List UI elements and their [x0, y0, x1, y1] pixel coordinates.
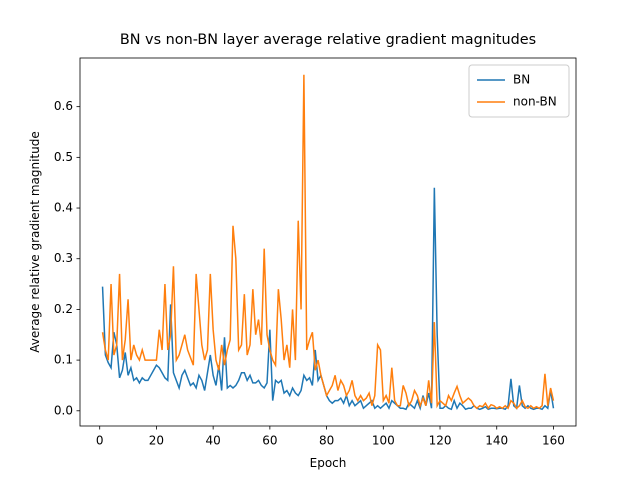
y-tick-label: 0.1 — [54, 353, 73, 367]
x-tick-label: 120 — [429, 434, 452, 448]
plot-frame — [79, 57, 577, 427]
y-axis-label: Average relative gradient magnitude — [28, 131, 42, 352]
legend-label: non-BN — [513, 95, 557, 109]
y-tick-label: 0.4 — [54, 201, 73, 215]
x-tick-label: 100 — [372, 434, 395, 448]
legend-box — [468, 64, 570, 118]
legend-label: BN — [513, 73, 530, 87]
y-tick-label: 0.6 — [54, 99, 73, 113]
x-tick-label: 40 — [206, 434, 221, 448]
x-tick-label: 80 — [319, 434, 334, 448]
y-tick-label: 0.5 — [54, 150, 73, 164]
series-line — [101, 74, 555, 410]
x-axis-label: Epoch — [310, 456, 347, 470]
x-tick-label: 0 — [96, 434, 104, 448]
y-tick-label: 0.2 — [54, 302, 73, 316]
x-tick-label: 140 — [485, 434, 508, 448]
x-tick-label: 160 — [542, 434, 565, 448]
y-tick-label: 0.3 — [54, 251, 73, 265]
y-tick-label: 0.0 — [54, 403, 73, 417]
series-line — [101, 187, 555, 411]
x-tick-label: 60 — [262, 434, 277, 448]
chart-title: BN vs non-BN layer average relative grad… — [120, 32, 536, 48]
x-tick-label: 20 — [149, 434, 164, 448]
